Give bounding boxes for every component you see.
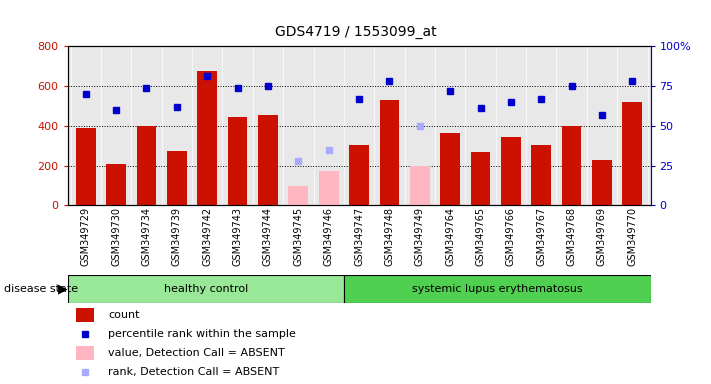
Text: GSM349746: GSM349746 <box>324 207 333 266</box>
Bar <box>76 308 94 322</box>
Text: GSM349742: GSM349742 <box>202 207 212 266</box>
Text: GSM349764: GSM349764 <box>445 207 455 266</box>
Text: GSM349744: GSM349744 <box>263 207 273 266</box>
Bar <box>137 126 156 205</box>
Bar <box>349 145 369 205</box>
Bar <box>228 117 247 205</box>
Bar <box>380 100 400 205</box>
Text: rank, Detection Call = ABSENT: rank, Detection Call = ABSENT <box>108 367 279 377</box>
Text: value, Detection Call = ABSENT: value, Detection Call = ABSENT <box>108 348 285 358</box>
Text: GSM349748: GSM349748 <box>385 207 395 266</box>
Text: GSM349734: GSM349734 <box>141 207 151 266</box>
Bar <box>258 115 278 205</box>
Bar <box>440 133 460 205</box>
Bar <box>471 152 491 205</box>
Text: GSM349730: GSM349730 <box>111 207 121 266</box>
Text: GSM349769: GSM349769 <box>597 207 607 266</box>
Bar <box>622 102 642 205</box>
Text: GSM349745: GSM349745 <box>294 207 304 266</box>
Bar <box>501 137 520 205</box>
Bar <box>319 170 338 205</box>
Text: GSM349770: GSM349770 <box>627 207 637 266</box>
Text: count: count <box>108 310 140 320</box>
Text: GSM349768: GSM349768 <box>567 207 577 266</box>
Text: GSM349765: GSM349765 <box>476 207 486 266</box>
Bar <box>531 145 551 205</box>
Bar <box>198 71 217 205</box>
Text: GDS4719 / 1553099_at: GDS4719 / 1553099_at <box>274 25 437 39</box>
Text: healthy control: healthy control <box>164 284 247 294</box>
Bar <box>106 164 126 205</box>
Text: disease state: disease state <box>4 284 77 294</box>
Text: GSM349743: GSM349743 <box>232 207 242 266</box>
Bar <box>592 160 612 205</box>
Text: ▶: ▶ <box>58 283 68 295</box>
Bar <box>167 151 187 205</box>
Bar <box>68 275 343 303</box>
Text: GSM349747: GSM349747 <box>354 207 364 266</box>
Bar <box>76 346 94 360</box>
Bar <box>410 166 429 205</box>
Text: GSM349729: GSM349729 <box>81 207 91 266</box>
Text: GSM349766: GSM349766 <box>506 207 516 266</box>
Text: systemic lupus erythematosus: systemic lupus erythematosus <box>412 284 582 294</box>
Bar <box>562 126 582 205</box>
Bar <box>289 185 308 205</box>
Text: GSM349749: GSM349749 <box>415 207 424 266</box>
Bar <box>76 128 96 205</box>
Text: GSM349767: GSM349767 <box>536 207 546 266</box>
Text: GSM349739: GSM349739 <box>172 207 182 266</box>
Text: percentile rank within the sample: percentile rank within the sample <box>108 329 296 339</box>
Bar <box>343 275 651 303</box>
